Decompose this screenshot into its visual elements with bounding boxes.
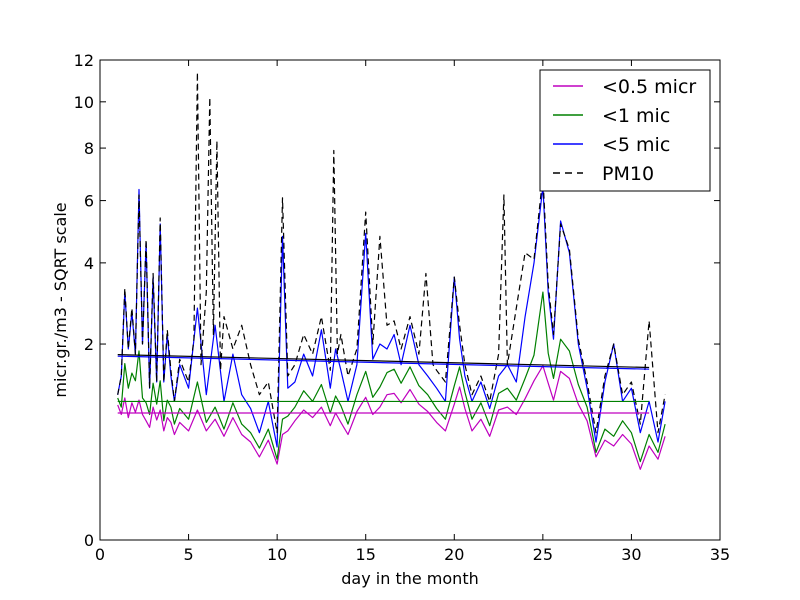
y-tick-label: 6 <box>84 192 94 211</box>
legend-box <box>539 69 711 192</box>
series-line-0-5-micr <box>117 365 666 470</box>
legend-label-1-mic: <1 mic <box>602 105 670 127</box>
series-line-pm10 <box>117 71 666 434</box>
x-axis: 0 5 10 15 20 25 30 35 <box>95 60 730 564</box>
x-tick-label: 15 <box>356 545 376 564</box>
y-tick-label: 12 <box>74 51 94 70</box>
x-tick-label: 5 <box>183 545 193 564</box>
y-axis-label: micr.gr./m3 - SQRT scale <box>51 202 70 397</box>
reference-line-2 <box>117 354 650 369</box>
x-axis-label: day in the month <box>341 569 478 588</box>
legend: <0.5 micr <1 mic <5 mic PM10 <box>539 69 711 192</box>
x-tick-label: 10 <box>267 545 287 564</box>
x-tick-label: 35 <box>710 545 730 564</box>
y-tick-label: 2 <box>84 335 94 354</box>
reference-line-3 <box>117 355 650 370</box>
plot-lines <box>117 71 666 470</box>
legend-label-pm10: PM10 <box>602 163 654 185</box>
plot-frame <box>99 59 721 541</box>
y-axis: 0 2 4 6 8 10 12 <box>74 51 720 550</box>
y-tick-label: 4 <box>84 254 94 273</box>
y-tick-label: 0 <box>84 531 94 550</box>
legend-label-0-5-micr: <0.5 micr <box>602 76 696 98</box>
series-line-1-mic <box>117 291 666 463</box>
x-tick-label: 0 <box>95 545 105 564</box>
x-tick-label: 30 <box>621 545 641 564</box>
x-tick-label: 20 <box>444 545 464 564</box>
x-tick-label: 25 <box>533 545 553 564</box>
y-tick-label: 10 <box>74 93 94 112</box>
legend-label-5-mic: <5 mic <box>602 134 670 156</box>
y-tick-label: 8 <box>84 139 94 158</box>
